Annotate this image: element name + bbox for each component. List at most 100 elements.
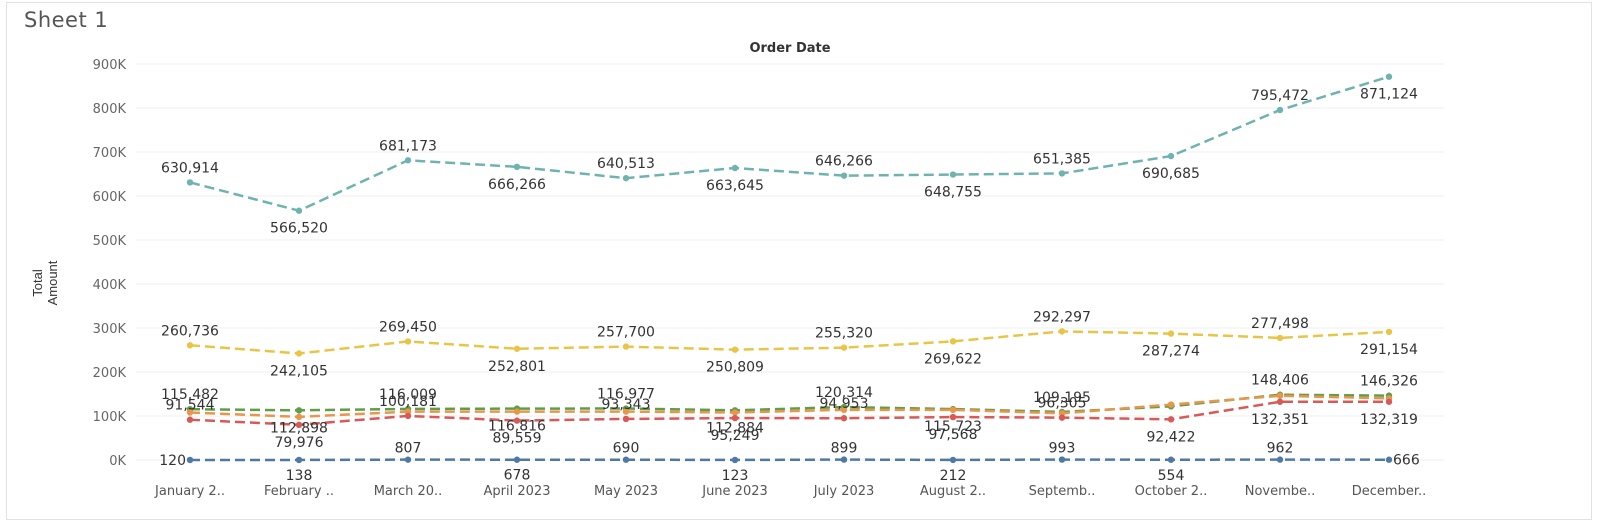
data-label: 257,700	[597, 325, 655, 341]
data-label: 120,314	[815, 385, 873, 401]
y-tick-label: 700K	[93, 146, 127, 161]
data-point	[840, 415, 848, 422]
series-line	[189, 400, 1390, 427]
data-point	[513, 408, 521, 415]
data-point	[186, 456, 194, 464]
data-point	[1167, 456, 1175, 463]
data-point	[404, 157, 412, 164]
x-tick-label: August 2..	[920, 484, 986, 499]
data-label: 899	[831, 441, 858, 457]
data-label: 109,195	[1033, 390, 1091, 406]
data-label: 795,472	[1251, 88, 1309, 104]
data-point	[840, 406, 848, 414]
data-label: 807	[395, 441, 422, 457]
data-label: 287,274	[1142, 344, 1200, 360]
data-label: 646,266	[815, 154, 873, 170]
data-label: 212	[940, 468, 967, 484]
y-tick-label: 500K	[93, 234, 127, 249]
data-label: 138	[286, 468, 313, 484]
data-point	[295, 407, 303, 414]
series-line	[189, 393, 1390, 414]
data-label: 962	[1267, 441, 1294, 457]
y-tick-label: 800K	[93, 102, 127, 117]
sheet-title: Sheet 1	[24, 8, 109, 32]
data-point	[949, 456, 957, 464]
data-label: 651,385	[1033, 151, 1091, 167]
y-tick-label: 400K	[93, 278, 127, 293]
data-label: 666,266	[488, 177, 546, 193]
data-label: 148,406	[1251, 373, 1309, 389]
data-point	[513, 163, 521, 171]
data-point	[404, 412, 412, 420]
data-label: 146,326	[1360, 374, 1418, 390]
data-point	[1167, 416, 1175, 423]
data-point	[1385, 456, 1393, 463]
data-point	[949, 338, 957, 345]
data-point	[731, 164, 739, 172]
data-point	[1385, 328, 1393, 336]
series-line	[189, 75, 1390, 213]
data-point	[1167, 152, 1175, 160]
data-label: 112,884	[706, 420, 764, 436]
data-label: 97,568	[929, 427, 978, 443]
data-label: 269,450	[379, 319, 437, 335]
data-point	[1276, 392, 1284, 399]
data-label: 871,124	[1360, 87, 1418, 103]
data-label: 554	[1158, 468, 1185, 484]
series-line	[189, 330, 1390, 355]
data-point	[186, 342, 194, 349]
x-tick-label: June 2023	[701, 484, 768, 499]
data-point	[731, 414, 739, 422]
x-tick-label: February ..	[264, 484, 334, 499]
data-label: 663,645	[706, 178, 764, 194]
data-point	[840, 456, 848, 463]
y-tick-label: 300K	[93, 322, 127, 337]
data-label: 115,723	[924, 419, 982, 435]
data-point	[949, 406, 957, 414]
x-tick-label: Novembe..	[1245, 484, 1316, 499]
data-labels: 630,914 566,520 681,173 666,266 640,513 663,6…	[159, 87, 1420, 484]
data-label: 116,816	[488, 419, 546, 435]
data-label: 242,105	[270, 363, 328, 379]
data-point	[1167, 330, 1175, 337]
data-label: 690,685	[1142, 166, 1200, 182]
data-point	[295, 207, 303, 214]
data-point	[1167, 401, 1175, 408]
data-label: 96,305	[1038, 396, 1087, 412]
data-label: 292,297	[1033, 309, 1091, 325]
x-axis-ticks: January 2.. February .. March 20.. April 20…	[154, 484, 1426, 499]
x-tick-label: July 2023	[813, 484, 875, 499]
data-point	[622, 408, 630, 415]
x-tick-label: October 2..	[1135, 484, 1208, 499]
data-label: 260,736	[161, 323, 219, 339]
data-point	[1058, 414, 1066, 421]
data-point	[1058, 170, 1066, 177]
data-point	[1276, 334, 1284, 342]
data-label: 132,319	[1360, 412, 1418, 428]
x-tick-label: January 2..	[154, 484, 225, 499]
data-point	[1276, 456, 1284, 463]
data-point	[840, 344, 848, 351]
data-point	[622, 415, 630, 423]
x-tick-label: April 2023	[484, 484, 551, 499]
series-line	[189, 394, 1390, 419]
data-label: 116,977	[597, 387, 655, 403]
data-point	[622, 343, 630, 350]
data-label: 681,173	[379, 138, 437, 154]
data-point	[186, 416, 194, 423]
data-label: 690	[613, 441, 640, 457]
data-label: 993	[1049, 441, 1076, 457]
data-point	[731, 346, 739, 353]
grid-lines	[136, 63, 1444, 461]
data-point	[513, 345, 521, 352]
data-point	[949, 171, 957, 178]
data-point	[622, 456, 630, 463]
data-label: 89,559	[493, 431, 542, 447]
data-label: 277,498	[1251, 316, 1309, 332]
y-axis-ticks: 0K 100K 200K 300K 400K 500K 600K 700K 800K 900K	[93, 58, 127, 469]
data-label: 269,622	[924, 351, 982, 367]
data-point	[1276, 398, 1284, 405]
y-tick-label: 600K	[93, 190, 127, 205]
x-tick-label: May 2023	[594, 484, 658, 499]
